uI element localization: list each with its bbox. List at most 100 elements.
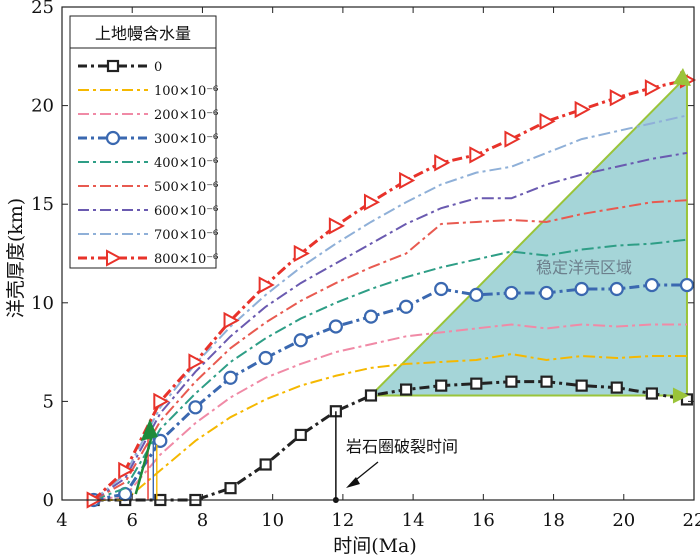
series-line bbox=[93, 151, 688, 501]
series-line bbox=[92, 114, 688, 501]
x-tick-label: 6 bbox=[126, 510, 137, 531]
data-point-circle bbox=[398, 299, 414, 314]
data-point-triangle bbox=[539, 112, 556, 131]
y-tick-label: 5 bbox=[43, 391, 54, 412]
overlay-layer bbox=[134, 68, 691, 503]
data-point-circle bbox=[609, 281, 624, 297]
data-point-triangle bbox=[363, 193, 381, 211]
data-point-square bbox=[575, 379, 588, 392]
x-tick-label: 12 bbox=[331, 510, 354, 531]
legend-label: 800×10⁻⁶ bbox=[154, 252, 218, 267]
data-point-triangle bbox=[188, 353, 205, 371]
data-point-circle bbox=[574, 281, 589, 297]
data-point-circle bbox=[539, 285, 554, 301]
data-point-triangle bbox=[118, 461, 135, 480]
data-point-triangle bbox=[469, 146, 486, 164]
data-point-square bbox=[540, 375, 553, 388]
data-point-square bbox=[364, 389, 378, 402]
legend-title: 上地幔含水量 bbox=[95, 24, 191, 43]
data-point-square bbox=[680, 393, 694, 406]
x-axis-title: 时间(Ma) bbox=[333, 535, 417, 557]
y-tick-label: 10 bbox=[31, 293, 54, 314]
data-point-triangle bbox=[223, 311, 240, 330]
data-point-circle bbox=[105, 130, 121, 146]
series-2 bbox=[93, 323, 687, 501]
data-point-square bbox=[399, 383, 413, 396]
data-point-circle bbox=[328, 319, 343, 334]
data-point-triangle bbox=[609, 89, 626, 107]
series-4 bbox=[93, 238, 688, 501]
data-point-square bbox=[645, 387, 658, 400]
data-point-triangle bbox=[504, 130, 521, 148]
series-line bbox=[93, 238, 688, 501]
data-point-circle bbox=[434, 281, 449, 297]
series-line bbox=[93, 199, 688, 501]
data-point-triangle bbox=[258, 276, 275, 294]
data-point-triangle bbox=[153, 392, 170, 411]
data-point-circle bbox=[188, 400, 203, 415]
legend-label: 100×10⁻⁶ bbox=[154, 84, 218, 99]
series-8 bbox=[86, 71, 697, 509]
series-1 bbox=[93, 353, 687, 501]
data-point-square bbox=[610, 381, 623, 394]
legend-label: 0 bbox=[154, 60, 162, 75]
data-point-square bbox=[106, 59, 120, 73]
data-point-square bbox=[435, 379, 448, 392]
data-point-circle bbox=[293, 333, 308, 348]
series-7 bbox=[92, 114, 688, 501]
plot-frame bbox=[61, 6, 695, 501]
data-point-square bbox=[224, 482, 237, 495]
data-point-square bbox=[470, 377, 483, 390]
legend-items: 0 100×10⁻⁶ 200×10⁻⁶ 300×10⁻⁶ 400×10⁻⁶ 500×10⁻… bbox=[78, 59, 218, 267]
data-point-circle bbox=[644, 277, 659, 293]
legend-label: 200×10⁻⁶ bbox=[154, 108, 218, 123]
data-point-triangle bbox=[574, 100, 591, 119]
series-5 bbox=[93, 199, 688, 501]
y-tick-label: 15 bbox=[31, 194, 54, 215]
x-tick-label: 20 bbox=[612, 510, 635, 531]
region-arrow-top bbox=[672, 68, 691, 87]
data-point-circle bbox=[363, 309, 379, 324]
y-tick-label: 20 bbox=[31, 96, 54, 117]
x-tick-label: 14 bbox=[402, 510, 425, 531]
data-point-circle bbox=[258, 350, 273, 366]
x-tick-label: 16 bbox=[472, 510, 495, 531]
data-point-square bbox=[505, 375, 518, 388]
legend-label: 500×10⁻⁶ bbox=[154, 180, 218, 195]
legend-label: 400×10⁻⁶ bbox=[154, 156, 218, 171]
legend-label: 700×10⁻⁶ bbox=[154, 228, 218, 243]
y-tick-label: 25 bbox=[31, 0, 54, 18]
data-point-circle bbox=[153, 433, 168, 448]
data-point-triangle bbox=[399, 171, 416, 190]
data-point-triangle bbox=[106, 249, 123, 267]
stable-region bbox=[368, 73, 688, 397]
x-tick-label: 8 bbox=[197, 510, 208, 531]
x-tick-label: 4 bbox=[56, 510, 67, 531]
series-layer bbox=[86, 71, 697, 509]
data-point-triangle bbox=[293, 244, 310, 263]
series-6 bbox=[93, 151, 688, 501]
data-point-circle bbox=[223, 370, 238, 385]
region-arrow-bottom bbox=[672, 387, 689, 404]
y-tick-label: 0 bbox=[43, 490, 54, 511]
stable-region-label: 稳定洋壳区域 bbox=[536, 258, 632, 277]
data-point-square bbox=[294, 428, 307, 442]
legend: 上地幔含水量 0 100×10⁻⁶ 200×10⁻⁶ 300×10⁻⁶ 400×10⁻⁶… bbox=[69, 15, 218, 269]
legend-label: 600×10⁻⁶ bbox=[154, 204, 218, 219]
data-point-triangle bbox=[644, 79, 661, 97]
x-tick-label: 22 bbox=[683, 510, 700, 531]
data-point-circle bbox=[469, 287, 484, 303]
y-axis-title: 洋壳厚度(km) bbox=[5, 198, 27, 318]
breakup-arrow-head bbox=[346, 477, 360, 488]
breakup-time-annotation: 岩石圈破裂时间 bbox=[346, 437, 458, 456]
onset-arrow-head bbox=[140, 419, 158, 441]
data-point-triangle bbox=[328, 217, 345, 235]
data-point-triangle bbox=[434, 154, 451, 172]
axes-layer: 4 6 8 10 12 14 16 18 20 22 0 5 10 15 20 25 bbox=[31, 0, 700, 531]
series-line bbox=[93, 353, 687, 501]
stable-region-layer bbox=[368, 73, 688, 397]
x-tick-label: 18 bbox=[542, 510, 565, 531]
data-point-circle bbox=[504, 285, 519, 301]
series-line bbox=[93, 323, 687, 501]
data-point-square bbox=[259, 458, 272, 471]
